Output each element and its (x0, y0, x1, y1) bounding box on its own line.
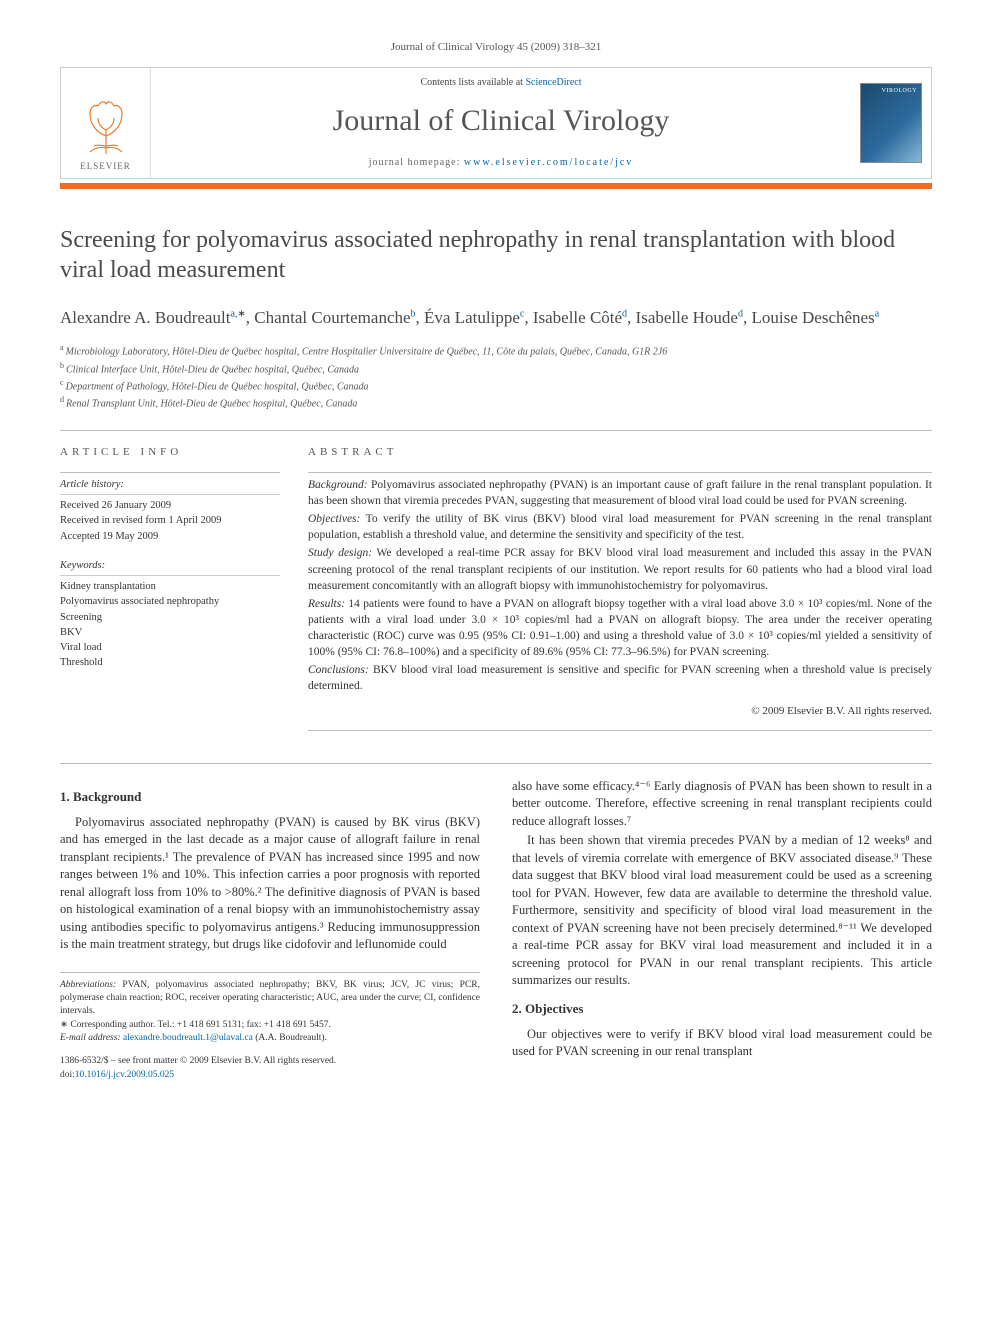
doi-link[interactable]: 10.1016/j.jcv.2009.05.025 (75, 1070, 174, 1080)
journal-cover-thumb-block: VIROLOGY (851, 68, 931, 178)
journal-title: Journal of Clinical Virology (163, 100, 839, 142)
abstract-section: Objectives: To verify the utility of BK … (308, 511, 932, 543)
masthead-orange-rule (60, 183, 932, 189)
running-head: Journal of Clinical Virology 45 (2009) 3… (60, 40, 932, 55)
body-paragraph: also have some efficacy.⁴⁻⁶ Early diagno… (512, 778, 932, 831)
journal-masthead: ELSEVIER Contents lists available at Sci… (60, 67, 932, 179)
separator-rule (308, 730, 932, 731)
body-paragraph: Our objectives were to verify if BKV blo… (512, 1026, 932, 1061)
article-info-head: ARTICLE INFO (60, 445, 280, 460)
author-affiliation-marker: d (738, 309, 743, 320)
affiliation-key: d (60, 395, 66, 404)
keyword: Threshold (60, 655, 280, 670)
abstract-section-label: Background: (308, 479, 368, 491)
footnotes-block: Abbreviations: PVAN, polyomavirus associ… (60, 972, 480, 1045)
author: Éva Latulippec (424, 308, 524, 327)
doi-line: doi:10.1016/j.jcv.2009.05.025 (60, 1069, 480, 1082)
front-matter-line: 1386-6532/$ – see front matter © 2009 El… (60, 1055, 480, 1068)
abstract-column: ABSTRACT Background: Polyomavirus associ… (308, 445, 932, 735)
history-line: Accepted 19 May 2009 (60, 529, 280, 544)
article-history-block: Article history: Received 26 January 200… (60, 477, 280, 544)
article-title: Screening for polyomavirus associated ne… (60, 225, 932, 285)
article-history-head: Article history: (60, 477, 280, 495)
body-column-left: 1. Background Polyomavirus associated ne… (60, 778, 480, 1082)
corresponding-text: Tel.: +1 418 691 5131; fax: +1 418 691 5… (155, 1020, 331, 1030)
author: Isabelle Houded (636, 308, 743, 327)
abstract-section-label: Conclusions: (308, 664, 369, 676)
abstract-copyright: © 2009 Elsevier B.V. All rights reserved… (308, 704, 932, 719)
corresponding-label: ∗ Corresponding author. (60, 1020, 155, 1030)
footnote-abbreviations: Abbreviations: PVAN, polyomavirus associ… (60, 979, 480, 1019)
keywords-block: Keywords: Kidney transplantationPolyomav… (60, 558, 280, 671)
author-affiliation-marker: d (622, 309, 627, 320)
affiliation: b Clinical Interface Unit, Hôtel-Dieu de… (60, 360, 932, 377)
affiliation: d Renal Transplant Unit, Hôtel-Dieu de Q… (60, 394, 932, 411)
corresponding-email-link[interactable]: alexandre.boudreault.1@ulaval.ca (123, 1033, 253, 1043)
affiliation-key: a (60, 343, 66, 352)
email-tail: (A.A. Boudreault). (253, 1033, 327, 1043)
author-list: Alexandre A. Boudreaulta,∗, Chantal Cour… (60, 307, 932, 330)
abstract-head: ABSTRACT (308, 445, 932, 460)
author: Isabelle Côtéd (533, 308, 627, 327)
article-info-column: ARTICLE INFO Article history: Received 2… (60, 445, 280, 735)
affiliation-key: c (60, 378, 66, 387)
contents-available-line: Contents lists available at ScienceDirec… (163, 76, 839, 90)
abstract-section-label: Study design: (308, 547, 372, 559)
separator-rule (308, 472, 932, 473)
doi-prefix: doi: (60, 1070, 75, 1080)
affiliation-key: b (60, 361, 66, 370)
keyword: Viral load (60, 640, 280, 655)
body-paragraph: Polyomavirus associated nephropathy (PVA… (60, 814, 480, 954)
affiliation-list: a Microbiology Laboratory, Hôtel-Dieu de… (60, 342, 932, 411)
body-two-columns: 1. Background Polyomavirus associated ne… (60, 778, 932, 1082)
affiliation: a Microbiology Laboratory, Hôtel-Dieu de… (60, 342, 932, 359)
history-line: Received in revised form 1 April 2009 (60, 513, 280, 528)
author-affiliation-marker: b (411, 309, 416, 320)
elsevier-tree-icon (76, 96, 136, 156)
separator-rule (60, 763, 932, 764)
keyword: Kidney transplantation (60, 579, 280, 594)
author: Louise Deschênesa (751, 308, 879, 327)
author: Alexandre A. Boudreaulta,∗ (60, 308, 246, 327)
email-label: E-mail address: (60, 1033, 121, 1043)
masthead-center: Contents lists available at ScienceDirec… (151, 68, 851, 178)
journal-homepage-link[interactable]: www.elsevier.com/locate/jcv (464, 157, 633, 168)
author-affiliation-marker: a (875, 309, 879, 320)
keyword: Screening (60, 610, 280, 625)
abstract-section-label: Objectives: (308, 513, 360, 525)
abbreviations-text: PVAN, polyomavirus associated nephropath… (60, 980, 480, 1017)
publisher-name: ELSEVIER (80, 160, 131, 173)
abstract-section: Results: 14 patients were found to have … (308, 596, 932, 660)
author: Chantal Courtemancheb (254, 308, 415, 327)
cover-thumb-label: VIROLOGY (865, 88, 917, 95)
contents-prefix: Contents lists available at (420, 77, 525, 88)
history-line: Received 26 January 2009 (60, 498, 280, 513)
keywords-head: Keywords: (60, 558, 280, 576)
sciencedirect-link[interactable]: ScienceDirect (525, 77, 581, 88)
abstract-section-label: Results: (308, 598, 345, 610)
separator-rule (60, 472, 280, 473)
section-heading-background: 1. Background (60, 788, 480, 806)
journal-homepage-line: journal homepage: www.elsevier.com/locat… (163, 156, 839, 170)
body-column-right: also have some efficacy.⁴⁻⁶ Early diagno… (512, 778, 932, 1082)
author-affiliation-marker: c (520, 309, 524, 320)
footnote-corresponding: ∗ Corresponding author. Tel.: +1 418 691… (60, 1019, 480, 1032)
keyword: BKV (60, 625, 280, 640)
footnote-email: E-mail address: alexandre.boudreault.1@u… (60, 1032, 480, 1045)
abstract-section: Conclusions: BKV blood viral load measur… (308, 662, 932, 694)
body-paragraph: It has been shown that viremia precedes … (512, 832, 932, 990)
corresponding-star-icon: ∗ (237, 309, 245, 320)
doi-block: 1386-6532/$ – see front matter © 2009 El… (60, 1055, 480, 1082)
section-heading-objectives: 2. Objectives (512, 1000, 932, 1018)
journal-cover-thumb: VIROLOGY (860, 83, 922, 163)
homepage-prefix: journal homepage: (369, 157, 464, 168)
abstract-section: Background: Polyomavirus associated neph… (308, 477, 932, 509)
publisher-logo-block: ELSEVIER (61, 68, 151, 178)
abbreviations-label: Abbreviations: (60, 980, 116, 990)
keyword: Polyomavirus associated nephropathy (60, 594, 280, 609)
abstract-section: Study design: We developed a real-time P… (308, 545, 932, 593)
affiliation: c Department of Pathology, Hôtel-Dieu de… (60, 377, 932, 394)
separator-rule (60, 430, 932, 431)
